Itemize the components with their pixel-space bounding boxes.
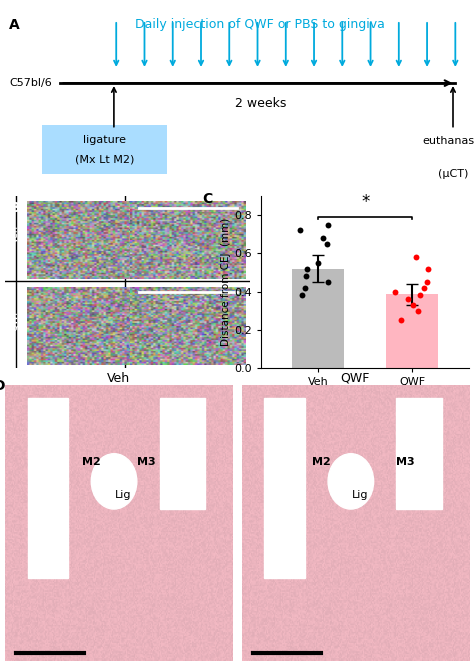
Title: QWF: QWF — [341, 371, 370, 385]
Point — [404, 294, 412, 305]
Point — [304, 263, 311, 274]
Point — [416, 290, 424, 301]
Text: *: * — [361, 193, 369, 211]
Point — [415, 305, 422, 316]
Text: Lig: Lig — [115, 490, 131, 500]
Text: D: D — [0, 379, 5, 393]
Y-axis label: Distance from CEJ  (mm): Distance from CEJ (mm) — [221, 218, 231, 346]
Bar — [42, 125, 167, 174]
Bar — [292, 269, 344, 368]
Text: M3: M3 — [137, 457, 155, 467]
Text: M2: M2 — [312, 457, 331, 467]
Text: Lig: Lig — [352, 490, 368, 500]
Text: euthanasia: euthanasia — [422, 136, 474, 146]
Circle shape — [328, 454, 374, 509]
Point — [424, 263, 431, 274]
Text: 2 weeks: 2 weeks — [235, 97, 286, 110]
Point — [420, 283, 428, 293]
Text: Veh: Veh — [9, 224, 19, 242]
Text: Daily injection of QWF or PBS to gingiva: Daily injection of QWF or PBS to gingiva — [135, 18, 385, 31]
Point — [397, 315, 405, 325]
Polygon shape — [27, 398, 69, 578]
Point — [410, 299, 417, 310]
Point — [319, 232, 327, 243]
Polygon shape — [160, 398, 205, 509]
Point — [323, 238, 331, 249]
Text: B: B — [9, 201, 20, 215]
Point — [314, 257, 321, 268]
Text: ligature: ligature — [83, 134, 126, 144]
Text: C: C — [203, 192, 213, 206]
Point — [296, 225, 303, 236]
Text: M2: M2 — [82, 457, 100, 467]
Text: (Mx Lt M2): (Mx Lt M2) — [75, 154, 134, 164]
Bar — [386, 295, 438, 368]
Point — [391, 286, 399, 297]
Text: C57bl/6: C57bl/6 — [9, 78, 52, 88]
Point — [301, 283, 309, 293]
Point — [412, 252, 419, 263]
Point — [302, 271, 310, 282]
Title: Veh: Veh — [107, 371, 130, 385]
Point — [324, 277, 331, 287]
Point — [324, 219, 332, 230]
Point — [423, 277, 431, 287]
Polygon shape — [396, 398, 442, 509]
Text: M3: M3 — [396, 457, 415, 467]
Text: A: A — [9, 18, 20, 32]
Polygon shape — [264, 398, 305, 578]
Text: QWF: QWF — [9, 309, 19, 331]
Text: (μCT): (μCT) — [438, 170, 468, 180]
Point — [299, 290, 306, 301]
Circle shape — [91, 454, 137, 509]
